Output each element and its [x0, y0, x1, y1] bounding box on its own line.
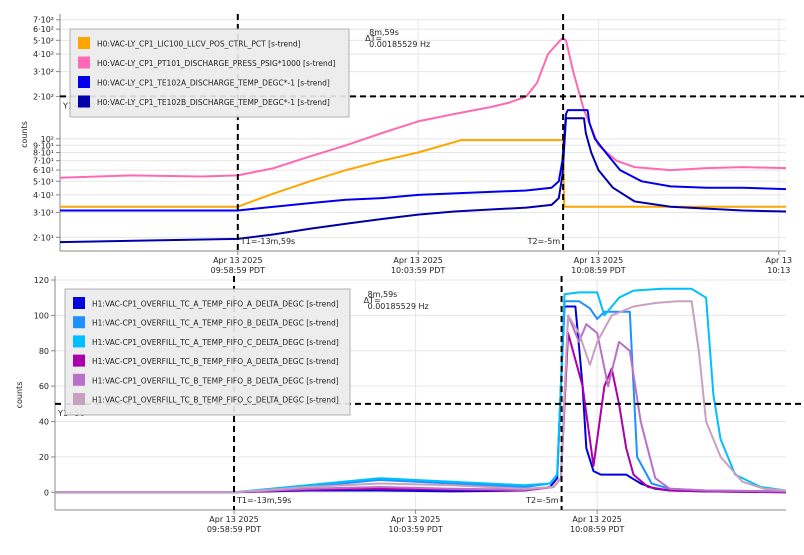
legend-entry: H1:VAC-CP1_OVERFILL_TC_A_TEMP_FIFO_A_DEL…	[92, 300, 339, 309]
series-line-1[interactable]	[55, 300, 786, 494]
x-tick-label-date: Apr 13 2025	[572, 515, 621, 524]
x-tick-label-time: 10:03:59 PDT	[391, 266, 445, 275]
x-tick-label-time: 09:58:59 PDT	[211, 266, 265, 275]
x-tick-label-time: 10:08:59 PDT	[571, 266, 625, 275]
y-tick-label: 2·10¹	[33, 233, 54, 242]
series-group	[60, 36, 786, 244]
y-tick-label: 7·10¹	[33, 157, 54, 166]
x-tick-label-date: Apr 13 2025	[213, 256, 262, 265]
delta-frequency-value: 0.00185529 Hz	[369, 40, 430, 49]
y-tick-label: 4·10²	[33, 50, 54, 59]
legend-swatch	[78, 76, 90, 88]
legend-entry: H1:VAC-CP1_OVERFILL_TC_B_TEMP_FIFO_C_DEL…	[92, 396, 339, 405]
legend-box	[69, 28, 350, 118]
y-axis-label: counts	[20, 121, 29, 148]
series-line-2[interactable]	[55, 287, 786, 494]
legend-swatch	[78, 56, 90, 69]
y-tick-label: 40	[39, 418, 49, 427]
x-tick-label-date: Apr 13 2025	[209, 515, 258, 524]
y-tick-label: 3·10²	[33, 68, 54, 77]
x-tick-label-time: 10:03:59 PDT	[388, 525, 442, 534]
legend-entry: H0:VAC-LY_CP1_TE102B_DISCHARGE_TEMP_DEGC…	[97, 98, 330, 107]
delta-t-label: ΔT=	[364, 296, 381, 305]
x-tick-label-time: 10:08:59 PDT	[570, 525, 624, 534]
legend-entry: H1:VAC-CP1_OVERFILL_TC_B_TEMP_FIFO_B_DEL…	[92, 376, 339, 385]
y-tick-label: 80	[39, 347, 49, 356]
legend-swatch	[73, 354, 85, 367]
legend[interactable]: H0:VAC-LY_CP1_LIC100_LLCV_POS_CTRL_PCT […	[69, 28, 350, 118]
y-tick-label: 9·10¹	[33, 141, 54, 150]
legend-swatch	[78, 95, 90, 108]
series-line-3[interactable]	[55, 332, 786, 494]
legend-swatch	[73, 316, 85, 329]
y-tick-label: 60	[39, 382, 49, 391]
y-tick-label: 5·10²	[33, 36, 54, 45]
x-tick-label-date: Apr 13	[766, 256, 793, 265]
y-tick-label: 7·10²	[33, 16, 54, 25]
legend[interactable]: H1:VAC-CP1_OVERFILL_TC_A_TEMP_FIFO_A_DEL…	[64, 288, 351, 416]
x-tick-label-date: Apr 13 2025	[391, 515, 440, 524]
delta-frequency-value: 0.00185529 Hz	[368, 302, 429, 311]
top-plot-panel[interactable]: 2·10¹ 3·10¹ 4·10¹ 5·10¹ 6·10¹7·10¹8·10¹9·10¹…	[20, 14, 804, 275]
delta-t-value: 8m,59s	[368, 290, 398, 299]
y-tick-label: 4·10¹	[33, 191, 54, 200]
t1-cursor-label: T1=-13m,59s	[236, 496, 291, 505]
legend-entry: H0:VAC-LY_CP1_LIC100_LLCV_POS_CTRL_PCT […	[97, 40, 301, 49]
series-line-3[interactable]	[60, 117, 786, 244]
x-tick-label-time: 10:13	[767, 266, 790, 275]
x-tick-label-date: Apr 13 2025	[393, 256, 442, 265]
legend-swatch	[73, 393, 85, 405]
series-line-4[interactable]	[55, 314, 786, 494]
legend-swatch	[78, 37, 90, 49]
legend-swatch	[73, 373, 85, 386]
delta-t-label: ΔT=	[365, 34, 382, 43]
legend-entry: H1:VAC-CP1_OVERFILL_TC_A_TEMP_FIFO_B_DEL…	[92, 319, 339, 328]
y-tick-label: 5·10¹	[33, 177, 54, 186]
y-tick-label: 6·10²	[33, 25, 54, 34]
y-tick-label: 120	[34, 276, 49, 285]
t1-cursor-label: T1=-13m,59s	[240, 237, 295, 246]
y-tick-label: 2·10²	[33, 92, 54, 101]
y-tick-label: 3·10¹	[33, 209, 54, 218]
y-tick-label: 20	[39, 453, 49, 462]
series-group	[55, 287, 786, 494]
legend-entry: H1:VAC-CP1_OVERFILL_TC_A_TEMP_FIFO_C_DEL…	[92, 338, 339, 347]
legend-swatch	[73, 335, 85, 348]
legend-entry: H0:VAC-LY_CP1_PT101_DISCHARGE_PRESS_PSIG…	[97, 59, 336, 68]
legend-entry: H1:VAC-CP1_OVERFILL_TC_B_TEMP_FIFO_A_DEL…	[92, 357, 339, 366]
series-line-5[interactable]	[55, 300, 786, 494]
t2-cursor-label: T2=-5m	[525, 496, 559, 505]
legend-swatch	[73, 297, 85, 309]
x-tick-label-date: Apr 13 2025	[574, 256, 623, 265]
y-tick-label: 8·10¹	[33, 148, 54, 157]
legend-entry: H0:VAC-LY_CP1_TE102A_DISCHARGE_TEMP_DEGC…	[97, 79, 330, 88]
legend-box	[64, 288, 351, 416]
x-tick-label-time: 09:58:59 PDT	[207, 525, 261, 534]
y-tick-label: 6·10¹	[33, 166, 54, 175]
series-line-1[interactable]	[60, 36, 786, 179]
delta-t-value: 8m,59s	[369, 28, 399, 37]
y-tick-label: 100	[34, 311, 49, 320]
y-tick-label: 10²	[41, 135, 54, 144]
y-axis-label: counts	[15, 382, 24, 409]
t2-cursor-label: T2=-5m	[527, 237, 561, 246]
y-tick-label: 0	[44, 488, 49, 497]
